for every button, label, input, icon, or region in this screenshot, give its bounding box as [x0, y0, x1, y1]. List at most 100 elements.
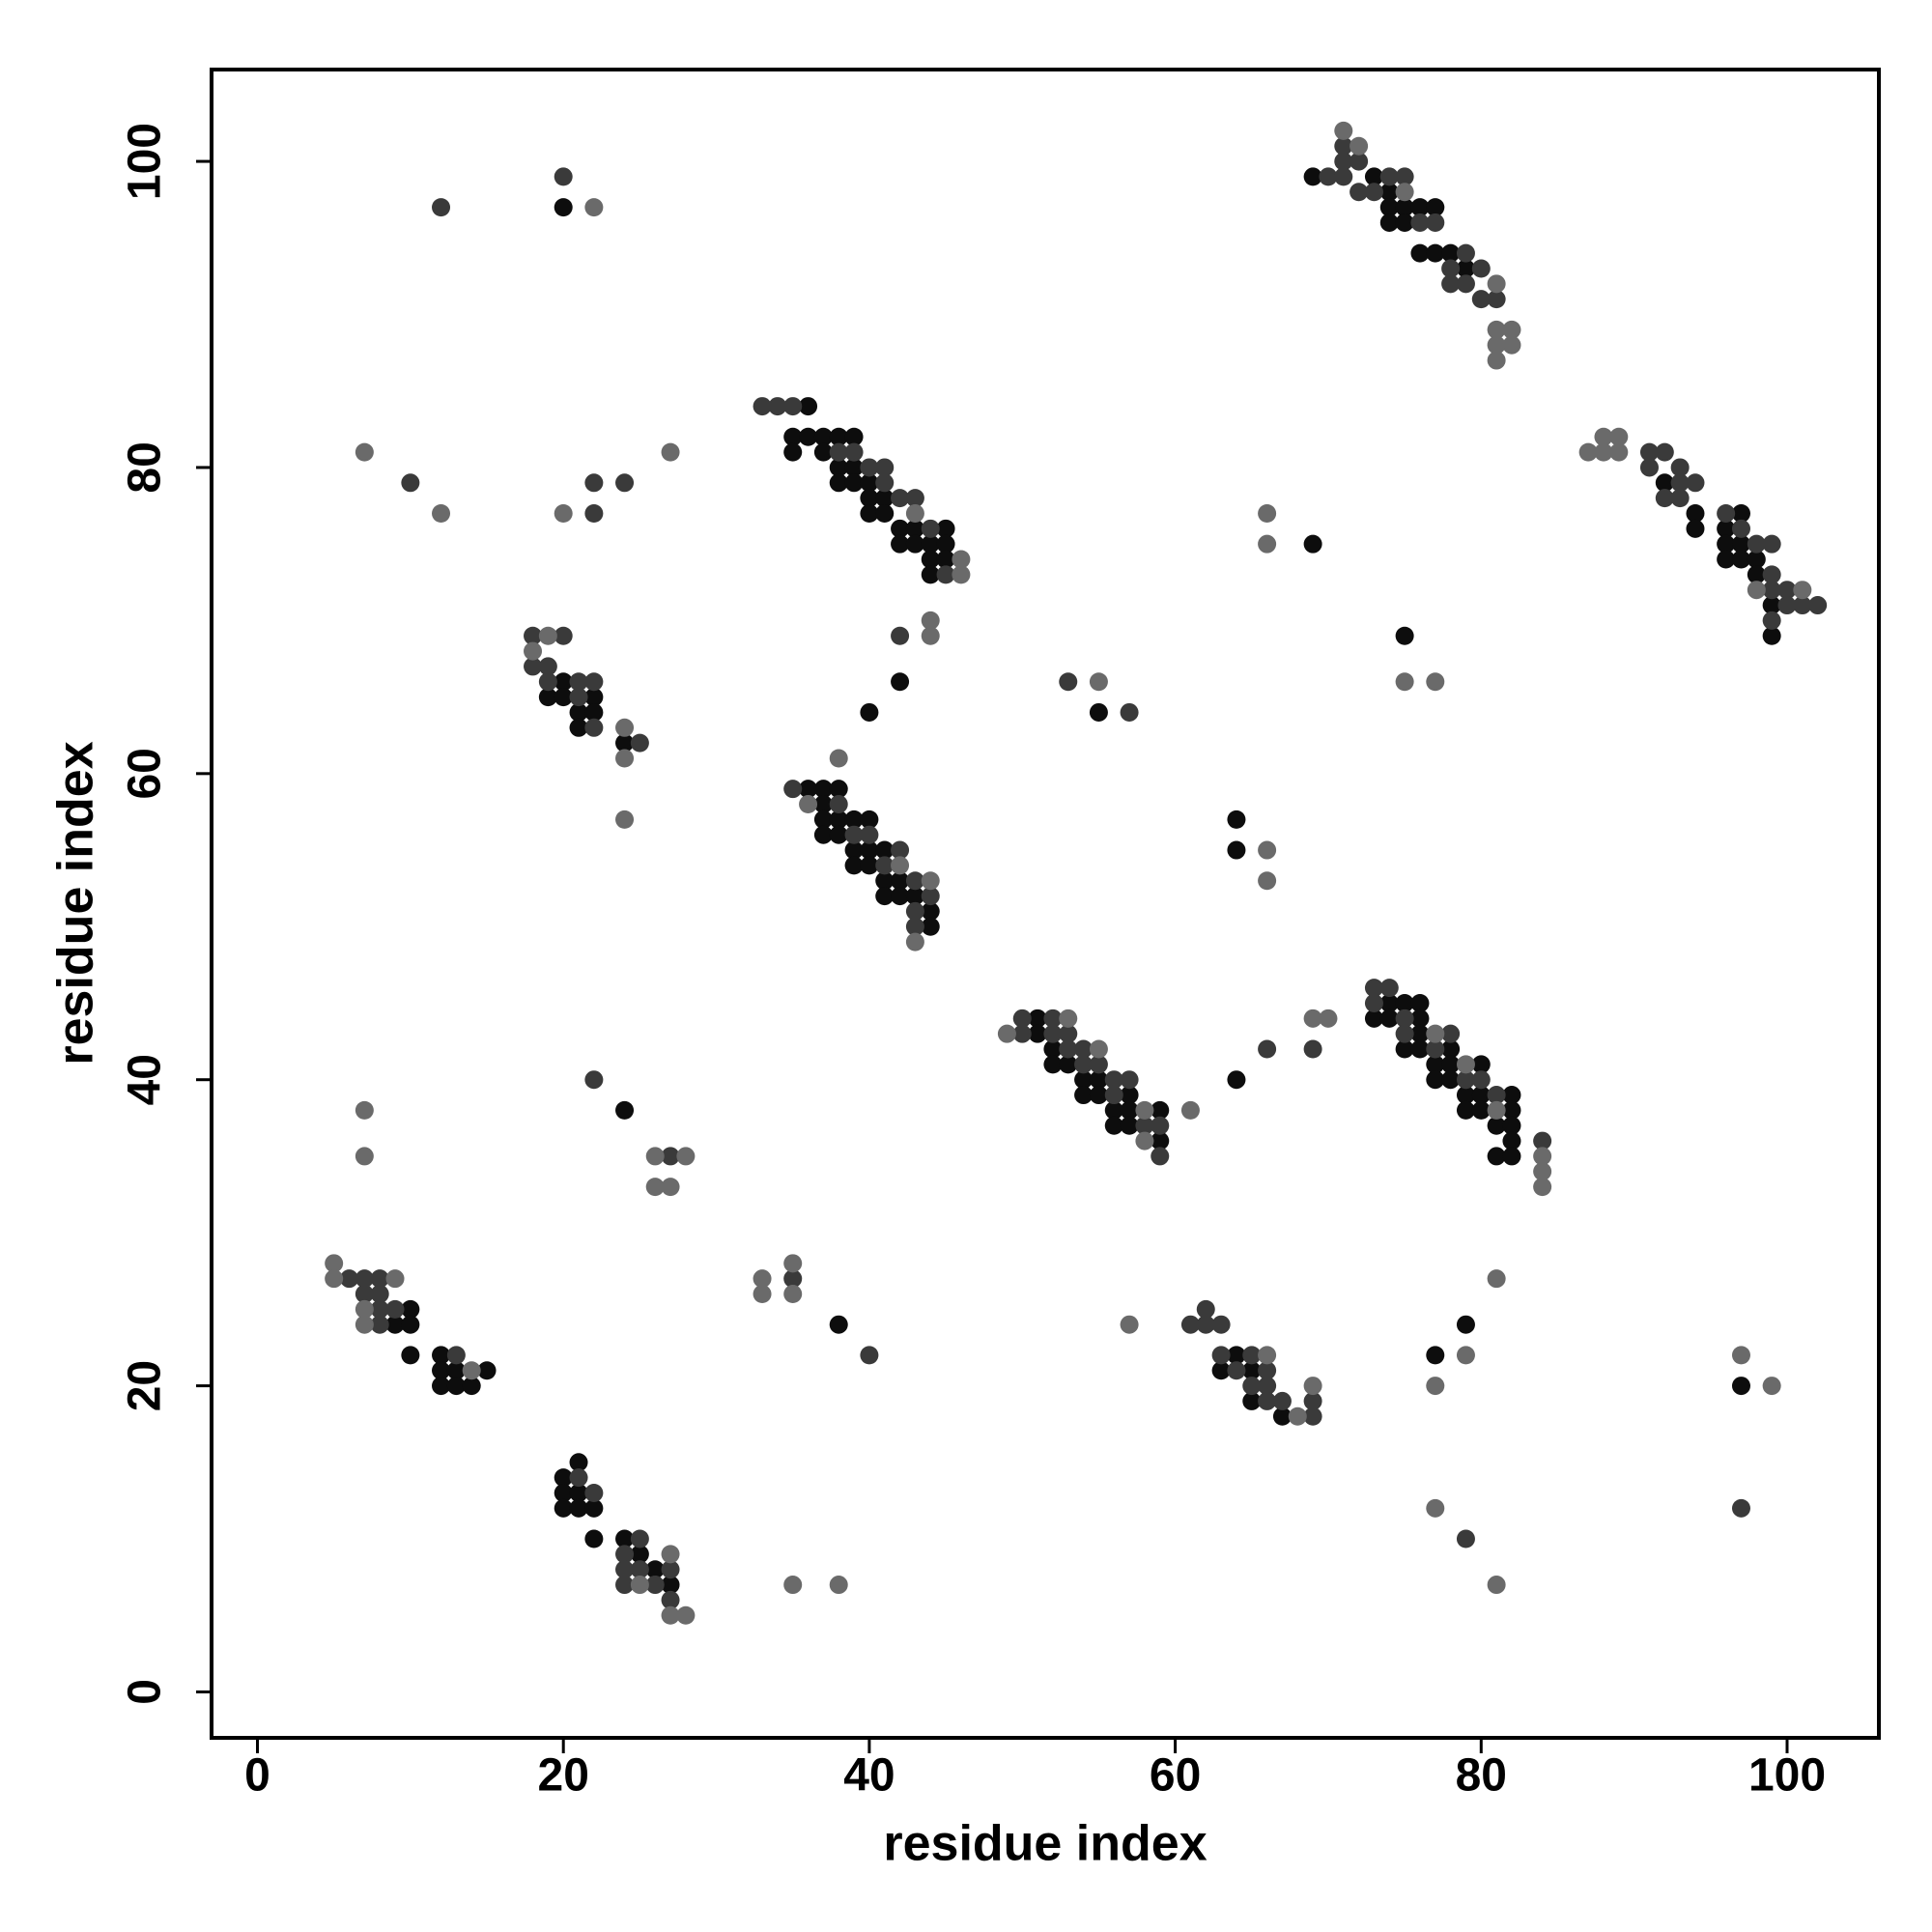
- point: [1410, 1039, 1430, 1059]
- point: [1487, 1116, 1506, 1135]
- point: [1379, 167, 1399, 186]
- point: [1379, 1009, 1399, 1028]
- point: [1319, 1009, 1338, 1028]
- point: [1120, 1315, 1139, 1334]
- point: [829, 458, 848, 477]
- point: [538, 688, 557, 707]
- point: [1487, 1576, 1506, 1595]
- point: [355, 1100, 374, 1120]
- point: [1151, 1147, 1170, 1166]
- point: [1502, 1147, 1521, 1166]
- point: [1410, 198, 1430, 217]
- point: [813, 825, 833, 844]
- point: [355, 1285, 374, 1304]
- point: [891, 534, 910, 554]
- point: [891, 840, 910, 860]
- point: [799, 795, 818, 814]
- point: [1747, 534, 1766, 554]
- point: [1762, 534, 1781, 554]
- point: [615, 1576, 635, 1595]
- point: [584, 718, 604, 737]
- point: [432, 1346, 451, 1365]
- point: [921, 901, 940, 921]
- point: [997, 1024, 1016, 1043]
- x-tick-label: 80: [1456, 1750, 1507, 1802]
- point: [661, 442, 680, 462]
- point: [661, 1178, 680, 1197]
- point: [921, 534, 940, 554]
- point: [1196, 1299, 1215, 1319]
- point: [905, 534, 924, 554]
- point: [1379, 979, 1399, 998]
- point: [813, 795, 833, 814]
- point: [1441, 1070, 1461, 1090]
- point: [829, 795, 848, 814]
- point: [1747, 581, 1766, 600]
- point: [1456, 1070, 1475, 1090]
- point: [1258, 1377, 1277, 1396]
- point: [569, 688, 588, 707]
- point: [829, 427, 848, 446]
- point: [554, 167, 573, 186]
- point: [1242, 1346, 1262, 1365]
- point: [584, 1498, 604, 1518]
- point: [1655, 442, 1674, 462]
- point: [385, 1269, 405, 1289]
- point: [355, 1269, 374, 1289]
- point: [569, 1453, 588, 1472]
- point: [1426, 243, 1445, 263]
- point: [1258, 1391, 1277, 1410]
- point: [1196, 1315, 1215, 1334]
- point: [860, 840, 879, 860]
- point: [1441, 1039, 1461, 1059]
- y-tick-label: 60: [120, 748, 171, 799]
- point: [829, 810, 848, 829]
- point: [554, 688, 573, 707]
- point: [1441, 243, 1461, 263]
- point: [615, 749, 635, 768]
- point: [1609, 427, 1629, 446]
- point: [783, 1269, 803, 1289]
- point: [1303, 1039, 1322, 1059]
- point: [1272, 1406, 1292, 1426]
- point: [1395, 672, 1414, 692]
- point: [1793, 596, 1812, 615]
- point: [432, 1361, 451, 1380]
- point: [783, 427, 803, 446]
- point: [1456, 274, 1475, 294]
- point: [875, 887, 895, 906]
- point: [1059, 1009, 1078, 1028]
- point: [1777, 596, 1797, 615]
- point: [554, 1483, 573, 1502]
- point: [661, 1605, 680, 1625]
- point: [1151, 1100, 1170, 1120]
- point: [813, 427, 833, 446]
- point: [1379, 993, 1399, 1012]
- point: [1502, 335, 1521, 355]
- point: [1441, 1055, 1461, 1074]
- point: [1258, 1346, 1277, 1365]
- point: [1487, 1269, 1506, 1289]
- point: [1717, 503, 1736, 523]
- point: [1104, 1116, 1123, 1135]
- point: [875, 489, 895, 508]
- point: [905, 489, 924, 508]
- x-tick-label: 60: [1150, 1750, 1201, 1802]
- point: [1258, 840, 1277, 860]
- point: [844, 810, 864, 829]
- point: [783, 442, 803, 462]
- point: [569, 718, 588, 737]
- plot-frame: [210, 68, 1881, 1740]
- point: [1655, 473, 1674, 493]
- point: [630, 1560, 649, 1579]
- point: [584, 503, 604, 523]
- point: [554, 1468, 573, 1488]
- point: [1074, 1070, 1094, 1090]
- point: [952, 550, 971, 569]
- point: [891, 672, 910, 692]
- point: [1350, 136, 1369, 156]
- point: [1578, 442, 1598, 462]
- point: [1395, 198, 1414, 217]
- point: [432, 503, 451, 523]
- point: [1104, 1086, 1123, 1105]
